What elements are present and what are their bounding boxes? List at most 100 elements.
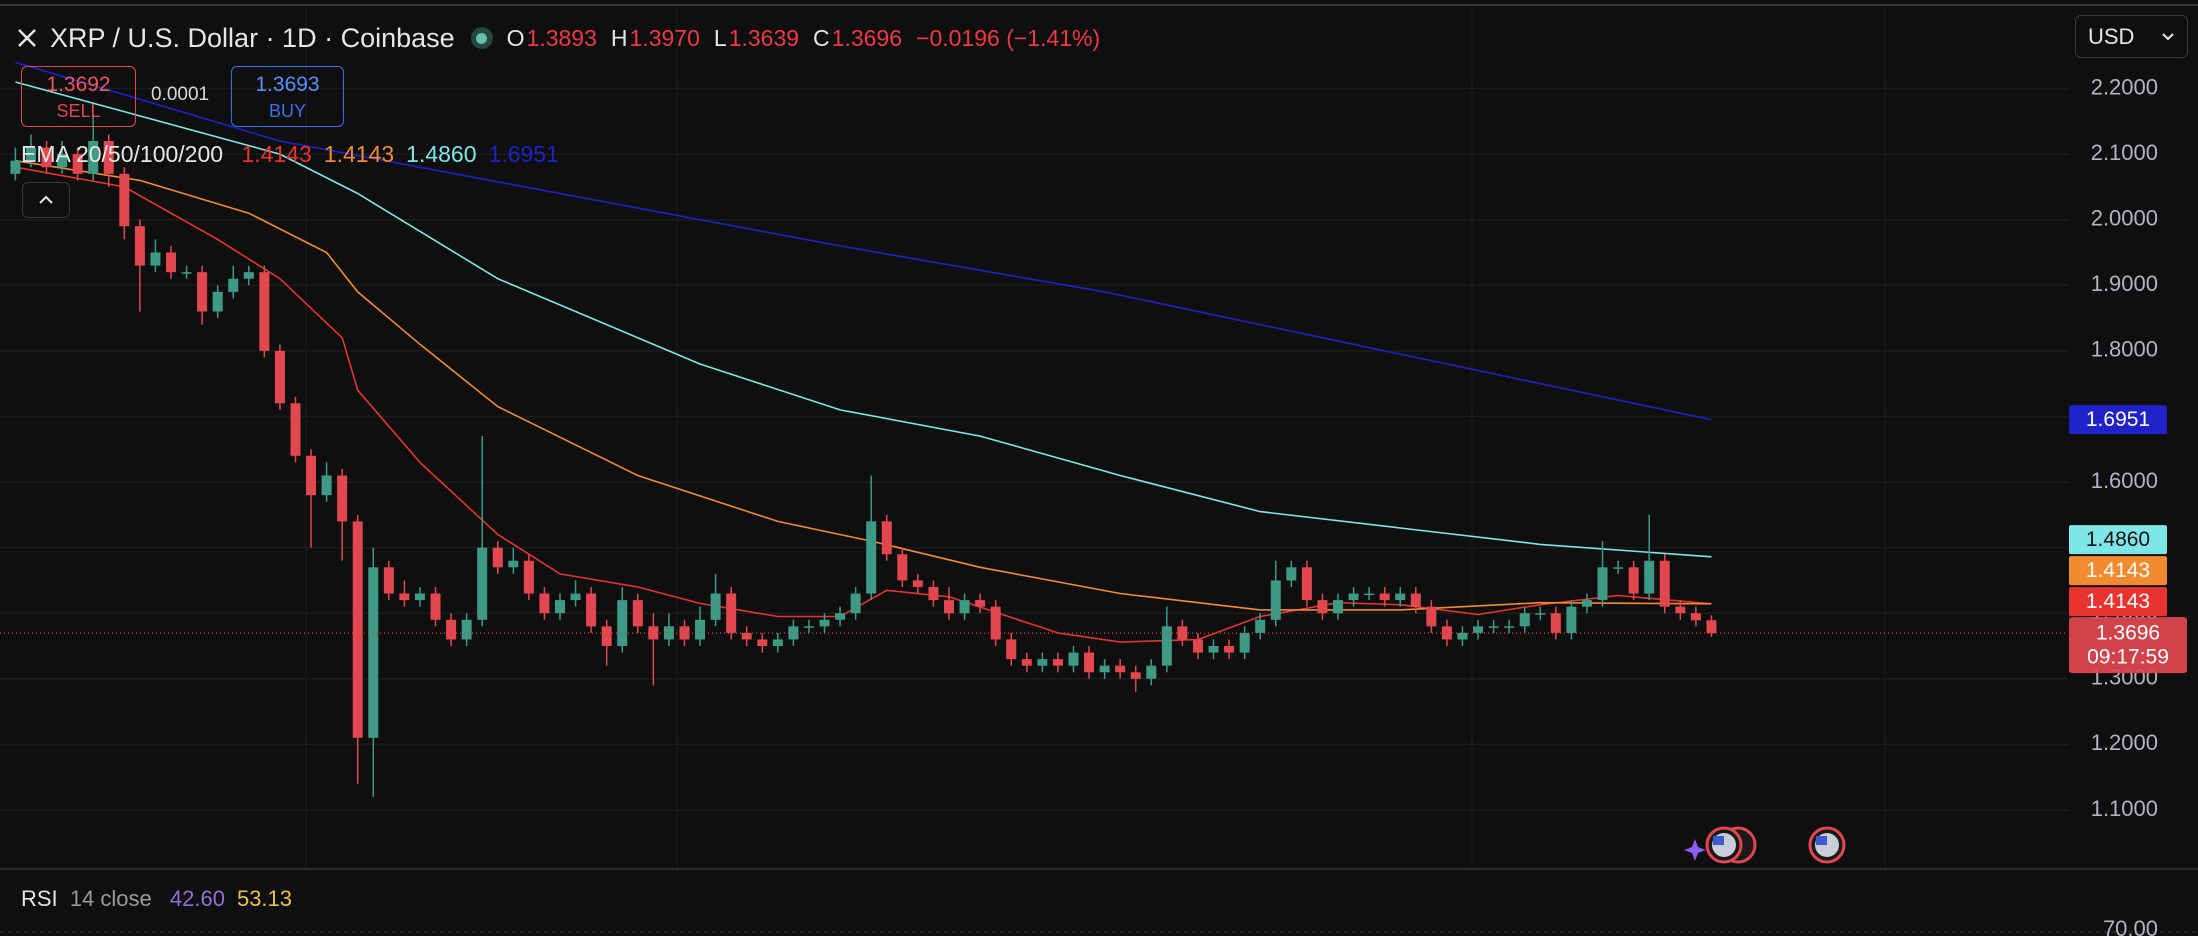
y-tick-label: 2.2000 xyxy=(2091,74,2158,99)
candle-body xyxy=(1068,652,1079,666)
candle-body xyxy=(1333,600,1343,614)
ema-badge xyxy=(2069,405,2167,435)
rsi-level-label: 70.00 xyxy=(2103,916,2158,936)
y-tick-label: 2.1000 xyxy=(2091,140,2158,165)
candle-body xyxy=(835,613,846,620)
candle-body xyxy=(446,619,457,640)
candle-body xyxy=(1239,632,1250,653)
candle-body xyxy=(726,593,737,633)
candle-body xyxy=(1457,632,1468,640)
candle-body xyxy=(25,147,36,161)
ohlc-key: O xyxy=(506,24,525,51)
candle-body xyxy=(306,455,317,496)
candle-body xyxy=(1255,619,1266,633)
candle-body xyxy=(881,521,892,555)
ohlc-value: 1.3970 xyxy=(629,24,700,51)
currency-select[interactable]: USD xyxy=(2075,15,2188,58)
candle-body xyxy=(383,567,394,594)
close-icon[interactable] xyxy=(16,27,38,49)
ohlc-value: 1.3639 xyxy=(728,24,800,51)
currency-label: USD xyxy=(2088,23,2135,49)
rsi-value: 53.13 xyxy=(236,886,293,911)
candle-body xyxy=(1675,606,1686,614)
ema-badge xyxy=(2069,525,2167,555)
candle-body xyxy=(850,593,861,614)
ohlc-key: C xyxy=(813,24,830,51)
candle-body xyxy=(1628,567,1639,594)
candle-body xyxy=(134,226,145,266)
candle-body xyxy=(819,619,830,627)
candle-body xyxy=(1192,639,1203,653)
candle-body xyxy=(337,475,348,522)
buy-price: 1.3693 xyxy=(255,73,320,96)
candle-body xyxy=(414,593,425,601)
candle-body xyxy=(788,626,799,640)
market-status-dot xyxy=(476,32,488,44)
ema-value: 1.6951 xyxy=(488,141,559,167)
candle-body xyxy=(1270,580,1281,620)
chevron-down xyxy=(2162,32,2174,40)
candle-body xyxy=(772,639,783,647)
candle-body xyxy=(1410,593,1421,607)
candle-body xyxy=(1208,646,1219,653)
ema-line xyxy=(15,159,1712,611)
candle-body xyxy=(368,567,379,738)
sell-button[interactable]: 1.3692 SELL xyxy=(21,66,136,127)
y-tick-label: 2.0000 xyxy=(2091,206,2158,231)
candle-body xyxy=(959,600,970,614)
candle-body xyxy=(243,272,254,279)
ema-value: 1.4860 xyxy=(406,141,477,167)
y-tick-label: 1.6000 xyxy=(2091,468,2158,493)
candle-body xyxy=(181,272,192,274)
candle-body xyxy=(321,475,332,496)
rsi-legend: RSI 14 close 42.60 53.13 xyxy=(21,886,292,912)
candle-body xyxy=(570,593,581,601)
countdown-label: 09:17:59 xyxy=(2087,646,2169,669)
candle-body xyxy=(103,141,114,174)
ema-badge-label: 1.6951 xyxy=(2086,408,2150,431)
rsi-params: 14 close xyxy=(69,886,152,911)
candle-body xyxy=(1644,560,1655,594)
ema-badge-label: 1.4143 xyxy=(2086,590,2150,613)
ohlc-key: H xyxy=(610,24,628,51)
ema-value: 1.4143 xyxy=(323,141,395,167)
candle-body xyxy=(212,291,223,312)
candle-body xyxy=(1426,606,1437,627)
candle-body xyxy=(975,600,986,607)
candle-body xyxy=(523,560,534,594)
candle-body xyxy=(166,252,176,273)
flag-canton xyxy=(1816,836,1827,845)
candle-body xyxy=(274,350,285,404)
candle-body xyxy=(1286,567,1297,581)
candle-body xyxy=(897,554,908,581)
collapse-button[interactable] xyxy=(22,182,70,218)
candle-body xyxy=(1597,567,1608,601)
price-change: −0.0196 (−1.41%) xyxy=(916,24,1101,51)
ema-badge xyxy=(2069,556,2167,586)
candle-body xyxy=(1441,626,1452,640)
candle-body xyxy=(10,160,21,174)
flag-canton xyxy=(1713,836,1724,845)
candle-body xyxy=(41,147,52,168)
candle-body xyxy=(508,560,519,568)
symbol-title: XRP / U.S. Dollar · 1D · Coinbase xyxy=(50,22,455,53)
candle-body xyxy=(1659,560,1670,607)
sell-price: 1.3692 xyxy=(46,73,111,96)
candle-body xyxy=(492,547,503,568)
candle-body xyxy=(1099,665,1110,673)
candle-body xyxy=(1519,613,1530,627)
candle-body xyxy=(866,521,877,594)
ema-badge xyxy=(2069,587,2167,617)
candle-body xyxy=(57,154,68,168)
ema-label: EMA 20/50/100/200 xyxy=(21,141,224,167)
candle-body xyxy=(990,606,1001,640)
ema-legend: EMA 20/50/100/200 1.4143 1.4143 1.4860 1.69… xyxy=(21,141,559,168)
candle-body xyxy=(1224,646,1235,653)
candle-body xyxy=(119,173,130,227)
buy-button[interactable]: 1.3693 BUY xyxy=(231,66,344,127)
ohlc-value: 1.3696 xyxy=(831,24,903,51)
candle-body xyxy=(1488,626,1499,628)
candle-body xyxy=(648,626,659,640)
